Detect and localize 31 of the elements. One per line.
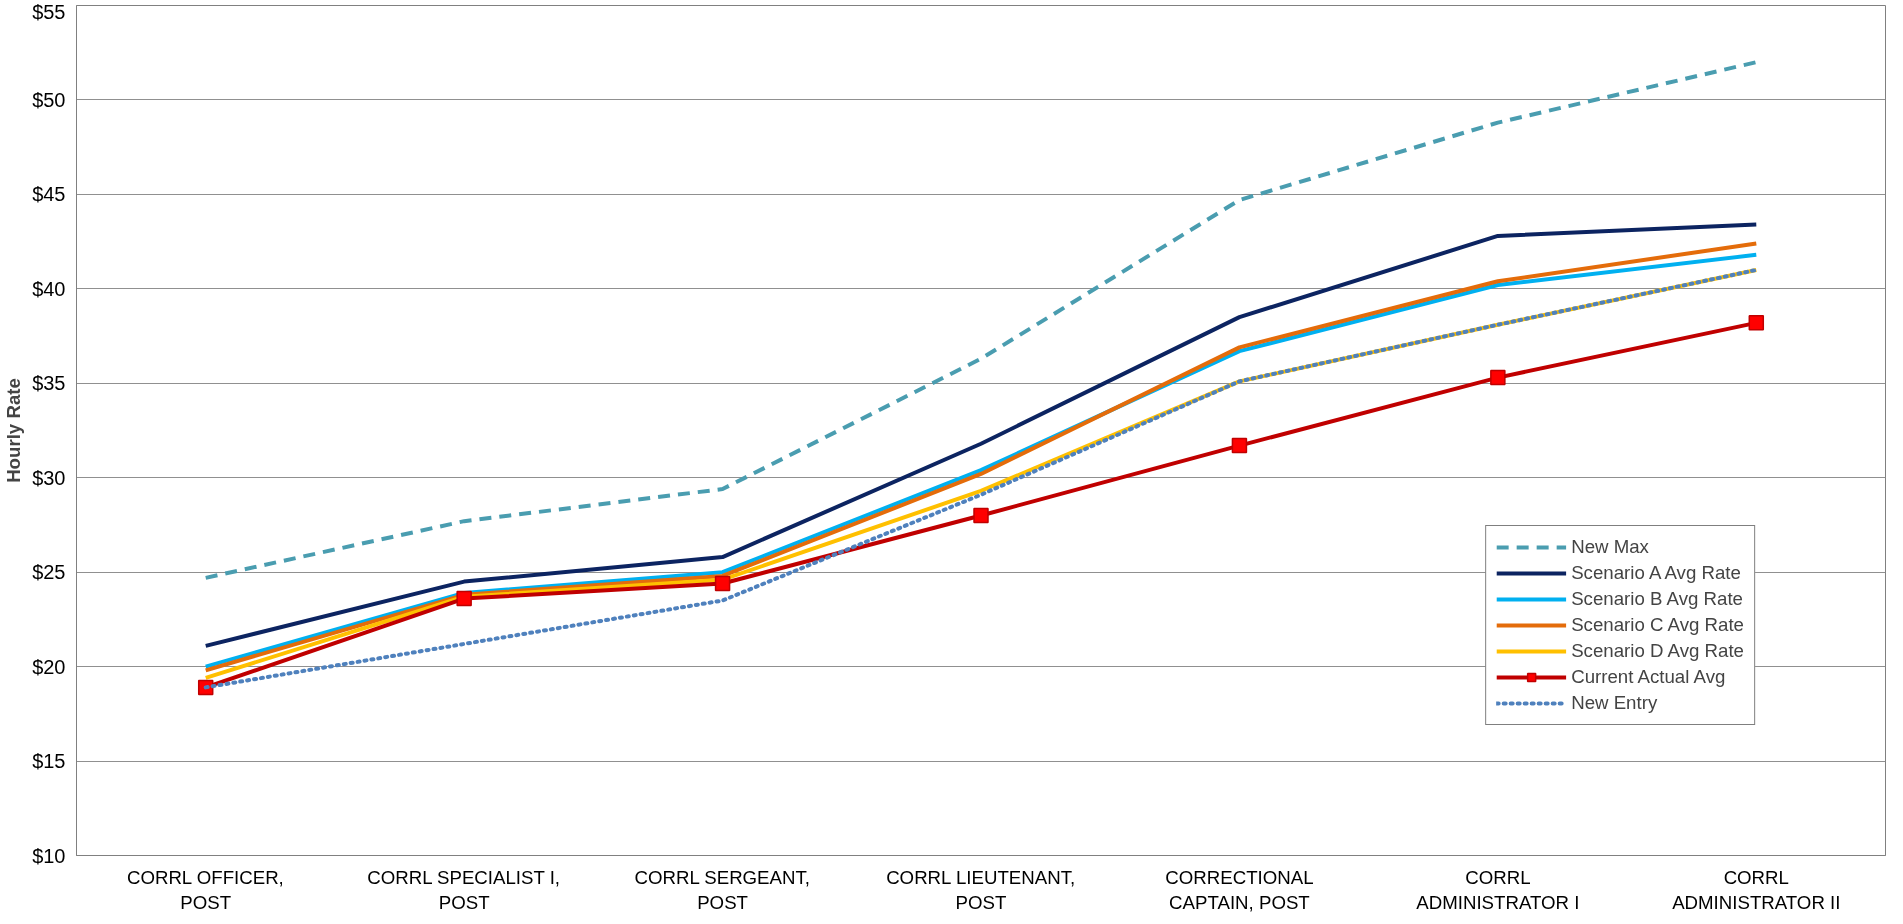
x-tick-label: CORRECTIONAL CAPTAIN, POST [1165, 866, 1314, 913]
legend-label: Current Actual Avg [1571, 666, 1726, 688]
x-tick-label: CORRL SPECIALIST I, POST [367, 866, 561, 913]
x-tick-label: CORRL SERGEANT, POST [634, 866, 810, 913]
point [1490, 369, 1506, 386]
x-tick-label: CORRL ADMINISTRATOR I [1416, 866, 1580, 913]
y-tick-label: $50 [32, 88, 66, 111]
legend-label: New Max [1571, 536, 1649, 558]
point [1748, 315, 1765, 331]
x-tick-label: CORRL OFFICER, POST [126, 866, 284, 913]
y-tick-label: $35 [32, 372, 66, 395]
y-tick-label: $55 [32, 0, 66, 23]
y-tick-label: $40 [32, 277, 66, 300]
legend-label: Scenario C Avg Rate [1571, 614, 1744, 636]
y-tick-label: $20 [32, 655, 66, 678]
x-tick-label: CORRL ADMINISTRATOR II [1672, 866, 1841, 913]
point [973, 507, 989, 524]
y-tick-label: $15 [32, 750, 66, 773]
point [714, 575, 731, 592]
x-tick-label: CORRL LIEUTENANT, POST [886, 866, 1076, 913]
y-tick-label: $25 [32, 561, 66, 584]
y-tick-label: $45 [32, 183, 66, 206]
y-tick-label: $30 [32, 466, 66, 489]
point [1231, 437, 1248, 454]
y-axis-title: Hourly Rate [3, 378, 25, 483]
legend-label: Scenario D Avg Rate [1571, 640, 1744, 662]
y-tick-label: $10 [32, 844, 66, 867]
legend-label: Scenario A Avg Rate [1571, 562, 1741, 584]
legend-label: Scenario B Avg Rate [1571, 588, 1743, 610]
point [456, 590, 472, 607]
legend-label: New Entry [1571, 692, 1658, 714]
